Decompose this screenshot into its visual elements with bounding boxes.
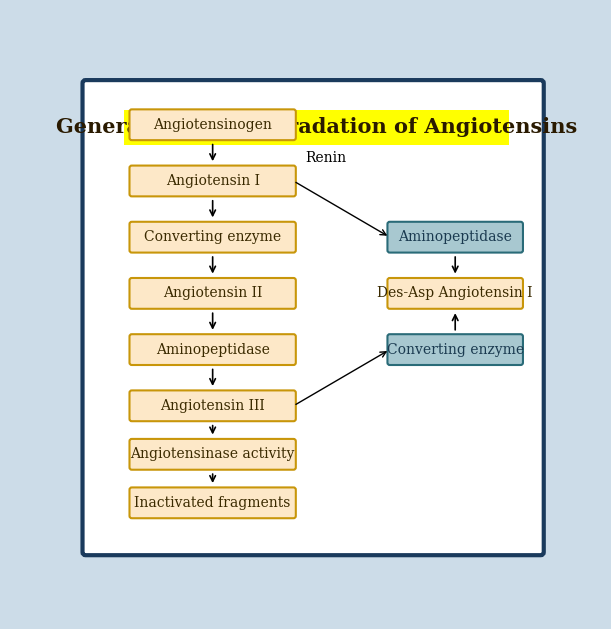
Text: Angiotensinogen: Angiotensinogen xyxy=(153,118,272,131)
Text: Generation and degradation of Angiotensins: Generation and degradation of Angiotensi… xyxy=(56,118,577,138)
Text: Converting enzyme: Converting enzyme xyxy=(144,230,281,244)
Text: Angiotensin I: Angiotensin I xyxy=(166,174,260,188)
FancyBboxPatch shape xyxy=(387,334,523,365)
FancyBboxPatch shape xyxy=(387,278,523,309)
Text: Inactivated fragments: Inactivated fragments xyxy=(134,496,291,510)
Text: Aminopeptidase: Aminopeptidase xyxy=(398,230,512,244)
FancyBboxPatch shape xyxy=(387,222,523,253)
Text: Aminopeptidase: Aminopeptidase xyxy=(156,343,269,357)
FancyBboxPatch shape xyxy=(130,165,296,196)
Text: Angiotensin II: Angiotensin II xyxy=(163,286,262,301)
Text: Angiotensin III: Angiotensin III xyxy=(160,399,265,413)
FancyBboxPatch shape xyxy=(130,109,296,140)
Bar xyxy=(124,110,509,145)
FancyBboxPatch shape xyxy=(130,487,296,518)
FancyBboxPatch shape xyxy=(130,278,296,309)
Text: Angiotensinase activity: Angiotensinase activity xyxy=(131,447,295,461)
FancyBboxPatch shape xyxy=(130,334,296,365)
FancyBboxPatch shape xyxy=(82,80,544,555)
Text: Renin: Renin xyxy=(305,151,346,165)
Text: Converting enzyme: Converting enzyme xyxy=(387,343,524,357)
FancyBboxPatch shape xyxy=(130,222,296,253)
FancyBboxPatch shape xyxy=(130,439,296,470)
Text: Des-Asp Angiotensin I: Des-Asp Angiotensin I xyxy=(378,286,533,301)
FancyBboxPatch shape xyxy=(130,391,296,421)
